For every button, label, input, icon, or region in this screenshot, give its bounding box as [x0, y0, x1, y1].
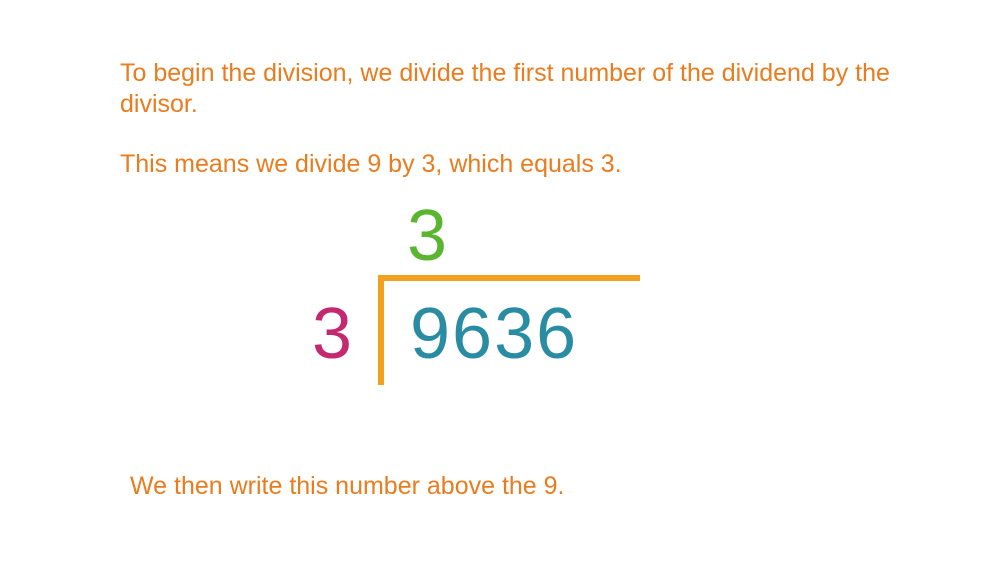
long-division: 3 3 9636	[300, 195, 700, 395]
division-bracket-horizontal	[378, 275, 640, 281]
instruction-top: To begin the division, we divide the fir…	[120, 58, 900, 180]
instruction-bottom: We then write this number above the 9.	[130, 472, 910, 501]
page: To begin the division, we divide the fir…	[0, 0, 1008, 567]
intro-line-1: To begin the division, we divide the fir…	[120, 58, 900, 121]
divisor-digit: 3	[312, 293, 352, 375]
bottom-line: We then write this number above the 9.	[130, 472, 910, 501]
dividend-digits: 9636	[410, 293, 578, 375]
intro-line-2: This means we divide 9 by 3, which equal…	[120, 149, 900, 180]
quotient-digit: 3	[407, 195, 447, 277]
division-bracket-vertical	[378, 275, 384, 385]
